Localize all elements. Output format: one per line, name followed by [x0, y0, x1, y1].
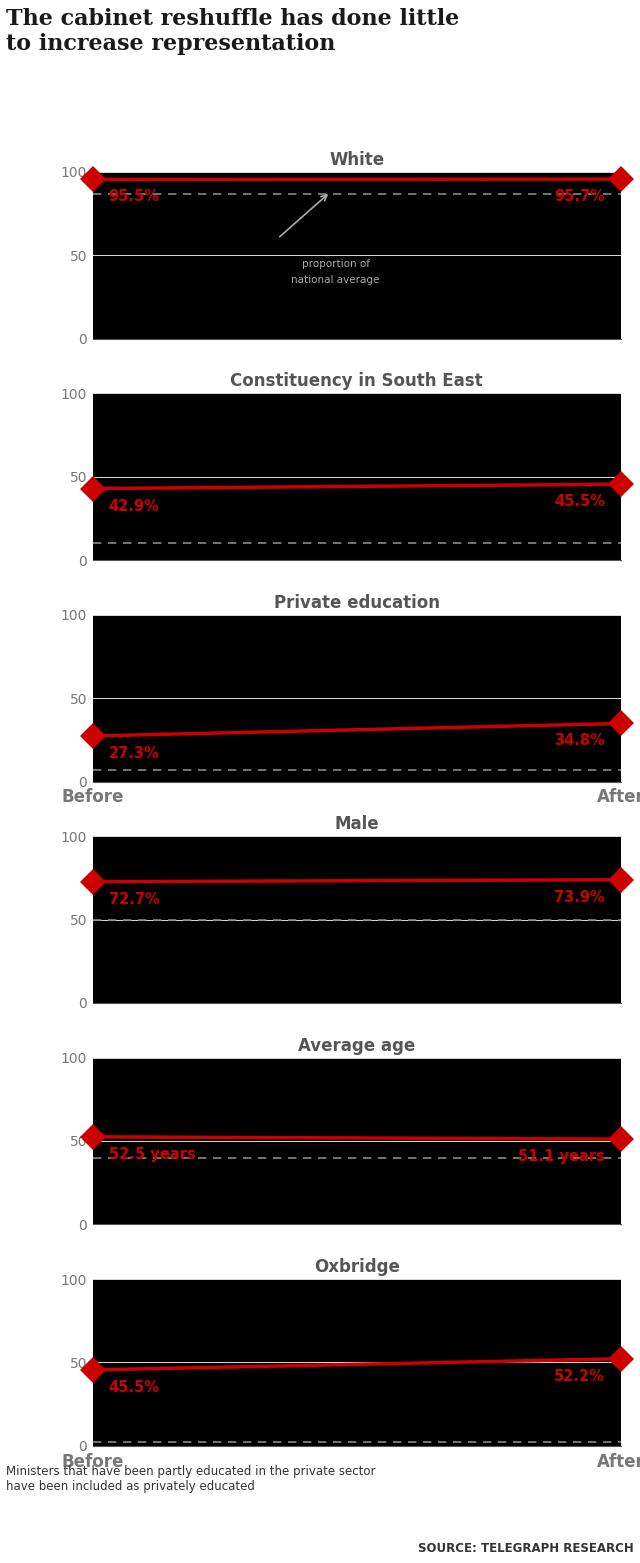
Text: 52.5 years: 52.5 years	[109, 1147, 195, 1161]
Text: 52.2%: 52.2%	[554, 1369, 605, 1383]
Text: 95.5%: 95.5%	[109, 189, 159, 205]
Text: 95.7%: 95.7%	[554, 189, 605, 205]
Title: Male: Male	[335, 816, 379, 833]
Text: The cabinet reshuffle has done little
to increase representation: The cabinet reshuffle has done little to…	[6, 8, 460, 55]
Title: White: White	[329, 152, 385, 169]
Text: 42.9%: 42.9%	[109, 499, 159, 514]
Text: proportion of: proportion of	[301, 258, 370, 269]
Text: 72.7%: 72.7%	[109, 892, 159, 907]
Text: SOURCE: TELEGRAPH RESEARCH: SOURCE: TELEGRAPH RESEARCH	[418, 1543, 634, 1555]
Text: 51.1 years: 51.1 years	[518, 1149, 605, 1164]
Text: 34.8%: 34.8%	[554, 733, 605, 749]
Text: national average: national average	[291, 275, 380, 286]
Text: 27.3%: 27.3%	[109, 746, 159, 761]
Text: 45.5%: 45.5%	[109, 1380, 159, 1394]
Title: Private education: Private education	[274, 594, 440, 611]
Title: Average age: Average age	[298, 1036, 415, 1055]
Text: 45.5%: 45.5%	[554, 494, 605, 510]
Title: Constituency in South East: Constituency in South East	[230, 372, 483, 391]
Title: Oxbridge: Oxbridge	[314, 1258, 400, 1275]
Text: Ministers that have been partly educated in the private sector
have been include: Ministers that have been partly educated…	[6, 1465, 376, 1493]
Text: 73.9%: 73.9%	[554, 889, 605, 905]
